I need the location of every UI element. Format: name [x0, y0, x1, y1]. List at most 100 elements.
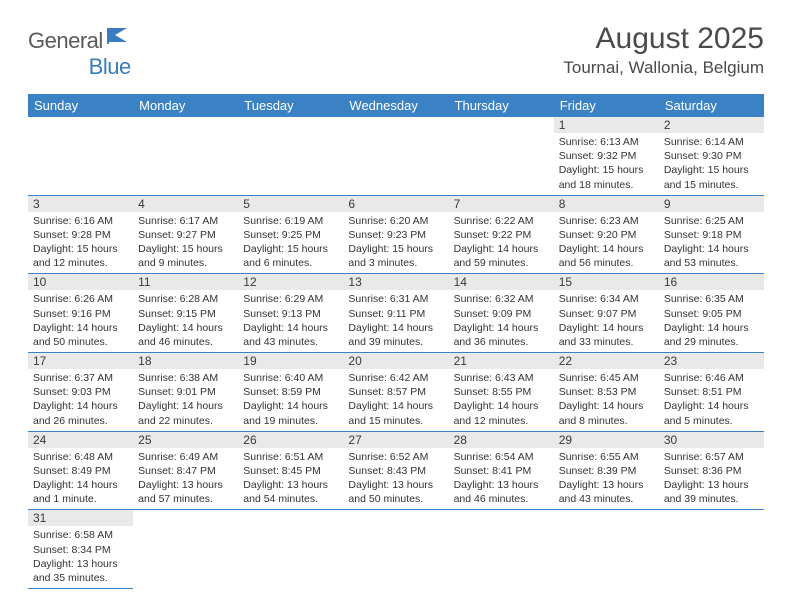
calendar-cell: 11Sunrise: 6:28 AMSunset: 9:15 PMDayligh… — [133, 274, 238, 353]
day-details: Sunrise: 6:52 AMSunset: 8:43 PMDaylight:… — [343, 448, 448, 510]
sunset-text: Sunset: 8:57 PM — [348, 385, 443, 399]
calendar-cell-empty — [343, 117, 448, 195]
day-details: Sunrise: 6:28 AMSunset: 9:15 PMDaylight:… — [133, 290, 238, 352]
daylight-text: Daylight: 14 hours — [138, 321, 233, 335]
sunrise-text: Sunrise: 6:13 AM — [559, 135, 654, 149]
calendar-cell: 29Sunrise: 6:55 AMSunset: 8:39 PMDayligh… — [554, 431, 659, 510]
day-details: Sunrise: 6:31 AMSunset: 9:11 PMDaylight:… — [343, 290, 448, 352]
day-number: 17 — [28, 353, 133, 369]
daylight-text: Daylight: 13 hours — [348, 478, 443, 492]
day-details: Sunrise: 6:58 AMSunset: 8:34 PMDaylight:… — [28, 526, 133, 588]
sunrise-text: Sunrise: 6:20 AM — [348, 214, 443, 228]
sunrise-text: Sunrise: 6:16 AM — [33, 214, 128, 228]
day-details: Sunrise: 6:34 AMSunset: 9:07 PMDaylight:… — [554, 290, 659, 352]
sunset-text: Sunset: 8:45 PM — [243, 464, 338, 478]
sunrise-text: Sunrise: 6:29 AM — [243, 292, 338, 306]
day-details: Sunrise: 6:14 AMSunset: 9:30 PMDaylight:… — [659, 133, 764, 195]
calendar-cell: 25Sunrise: 6:49 AMSunset: 8:47 PMDayligh… — [133, 431, 238, 510]
day-number: 21 — [449, 353, 554, 369]
day-details: Sunrise: 6:26 AMSunset: 9:16 PMDaylight:… — [28, 290, 133, 352]
logo-flag-icon — [107, 26, 133, 49]
daylight-text-2: and 26 minutes. — [33, 414, 128, 428]
day-number: 4 — [133, 196, 238, 212]
sunset-text: Sunset: 9:15 PM — [138, 307, 233, 321]
daylight-text: Daylight: 14 hours — [138, 399, 233, 413]
calendar-cell: 24Sunrise: 6:48 AMSunset: 8:49 PMDayligh… — [28, 431, 133, 510]
calendar-cell-empty — [238, 510, 343, 589]
day-details: Sunrise: 6:23 AMSunset: 9:20 PMDaylight:… — [554, 212, 659, 274]
calendar-row: 10Sunrise: 6:26 AMSunset: 9:16 PMDayligh… — [28, 274, 764, 353]
calendar-cell: 6Sunrise: 6:20 AMSunset: 9:23 PMDaylight… — [343, 195, 448, 274]
day-details: Sunrise: 6:16 AMSunset: 9:28 PMDaylight:… — [28, 212, 133, 274]
sunset-text: Sunset: 9:01 PM — [138, 385, 233, 399]
daylight-text: Daylight: 14 hours — [559, 242, 654, 256]
sunrise-text: Sunrise: 6:23 AM — [559, 214, 654, 228]
daylight-text-2: and 29 minutes. — [664, 335, 759, 349]
daylight-text: Daylight: 13 hours — [664, 478, 759, 492]
sunset-text: Sunset: 9:22 PM — [454, 228, 549, 242]
sunset-text: Sunset: 8:59 PM — [243, 385, 338, 399]
calendar-cell: 8Sunrise: 6:23 AMSunset: 9:20 PMDaylight… — [554, 195, 659, 274]
day-details: Sunrise: 6:17 AMSunset: 9:27 PMDaylight:… — [133, 212, 238, 274]
weekday-header: Tuesday — [238, 94, 343, 117]
sunset-text: Sunset: 8:55 PM — [454, 385, 549, 399]
daylight-text-2: and 46 minutes. — [454, 492, 549, 506]
sunrise-text: Sunrise: 6:26 AM — [33, 292, 128, 306]
calendar-cell: 27Sunrise: 6:52 AMSunset: 8:43 PMDayligh… — [343, 431, 448, 510]
daylight-text: Daylight: 14 hours — [348, 321, 443, 335]
calendar-cell-empty — [449, 510, 554, 589]
weekday-header: Thursday — [449, 94, 554, 117]
daylight-text-2: and 35 minutes. — [33, 571, 128, 585]
sunset-text: Sunset: 9:20 PM — [559, 228, 654, 242]
daylight-text: Daylight: 15 hours — [348, 242, 443, 256]
sunset-text: Sunset: 9:09 PM — [454, 307, 549, 321]
sunrise-text: Sunrise: 6:42 AM — [348, 371, 443, 385]
daylight-text-2: and 8 minutes. — [559, 414, 654, 428]
calendar-cell-empty — [133, 510, 238, 589]
calendar-row: 31Sunrise: 6:58 AMSunset: 8:34 PMDayligh… — [28, 510, 764, 589]
sunset-text: Sunset: 9:32 PM — [559, 149, 654, 163]
day-details: Sunrise: 6:43 AMSunset: 8:55 PMDaylight:… — [449, 369, 554, 431]
daylight-text: Daylight: 13 hours — [454, 478, 549, 492]
daylight-text-2: and 50 minutes. — [33, 335, 128, 349]
sunset-text: Sunset: 8:36 PM — [664, 464, 759, 478]
day-number: 14 — [449, 274, 554, 290]
sunset-text: Sunset: 9:27 PM — [138, 228, 233, 242]
sunrise-text: Sunrise: 6:17 AM — [138, 214, 233, 228]
daylight-text-2: and 15 minutes. — [348, 414, 443, 428]
day-details: Sunrise: 6:46 AMSunset: 8:51 PMDaylight:… — [659, 369, 764, 431]
sunset-text: Sunset: 8:39 PM — [559, 464, 654, 478]
calendar-cell: 4Sunrise: 6:17 AMSunset: 9:27 PMDaylight… — [133, 195, 238, 274]
daylight-text: Daylight: 14 hours — [454, 399, 549, 413]
day-number: 26 — [238, 432, 343, 448]
sunset-text: Sunset: 9:07 PM — [559, 307, 654, 321]
daylight-text: Daylight: 14 hours — [559, 399, 654, 413]
day-number: 12 — [238, 274, 343, 290]
calendar-cell: 2Sunrise: 6:14 AMSunset: 9:30 PMDaylight… — [659, 117, 764, 195]
calendar-cell: 20Sunrise: 6:42 AMSunset: 8:57 PMDayligh… — [343, 353, 448, 432]
day-number: 5 — [238, 196, 343, 212]
logo: General — [28, 26, 135, 55]
day-number: 13 — [343, 274, 448, 290]
daylight-text-2: and 54 minutes. — [243, 492, 338, 506]
calendar-cell: 15Sunrise: 6:34 AMSunset: 9:07 PMDayligh… — [554, 274, 659, 353]
calendar-cell: 5Sunrise: 6:19 AMSunset: 9:25 PMDaylight… — [238, 195, 343, 274]
daylight-text-2: and 33 minutes. — [559, 335, 654, 349]
day-details: Sunrise: 6:29 AMSunset: 9:13 PMDaylight:… — [238, 290, 343, 352]
daylight-text: Daylight: 14 hours — [664, 242, 759, 256]
day-number: 2 — [659, 117, 764, 133]
sunrise-text: Sunrise: 6:52 AM — [348, 450, 443, 464]
day-number: 8 — [554, 196, 659, 212]
sunrise-text: Sunrise: 6:51 AM — [243, 450, 338, 464]
day-number: 19 — [238, 353, 343, 369]
sunset-text: Sunset: 9:13 PM — [243, 307, 338, 321]
calendar-cell-empty — [343, 510, 448, 589]
daylight-text: Daylight: 15 hours — [243, 242, 338, 256]
day-details: Sunrise: 6:49 AMSunset: 8:47 PMDaylight:… — [133, 448, 238, 510]
sunset-text: Sunset: 8:47 PM — [138, 464, 233, 478]
sunrise-text: Sunrise: 6:58 AM — [33, 528, 128, 542]
day-details: Sunrise: 6:42 AMSunset: 8:57 PMDaylight:… — [343, 369, 448, 431]
daylight-text-2: and 9 minutes. — [138, 256, 233, 270]
daylight-text-2: and 57 minutes. — [138, 492, 233, 506]
calendar-cell: 14Sunrise: 6:32 AMSunset: 9:09 PMDayligh… — [449, 274, 554, 353]
